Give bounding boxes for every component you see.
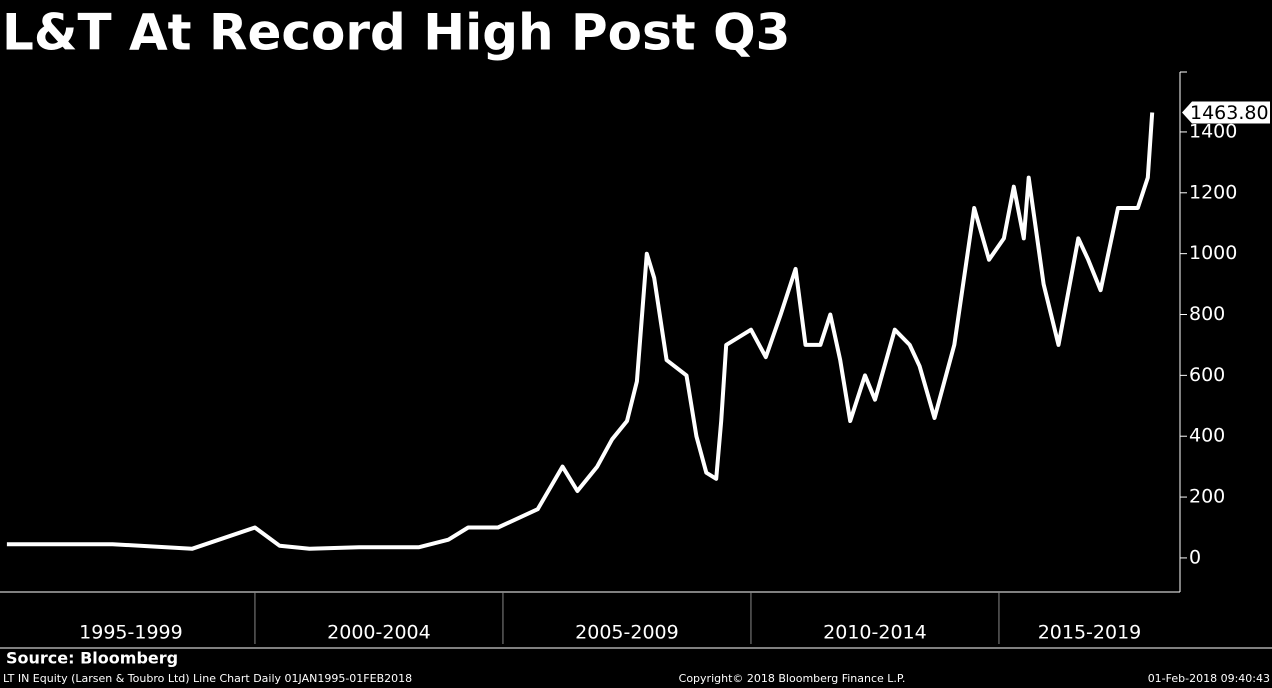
last-value-label: 1463.80 (1190, 102, 1269, 124)
chart-title: L&T At Record High Post Q3 (2, 4, 790, 62)
y-tick-label: 0 (1189, 546, 1201, 568)
y-tick-label: 800 (1189, 303, 1225, 325)
y-tick-label: 1400 (1189, 120, 1237, 142)
timestamp: 01-Feb-2018 09:40:43 (1148, 672, 1270, 685)
y-tick-label: 400 (1189, 425, 1225, 447)
period-label: 2005-2009 (575, 622, 679, 644)
period-label: 2015-2019 (1038, 622, 1142, 644)
y-tick-label: 600 (1189, 364, 1225, 386)
y-tick-label: 200 (1189, 486, 1225, 508)
price-line (6, 112, 1155, 551)
source: Source: Bloomberg (6, 649, 178, 668)
last-value-box (1182, 101, 1270, 124)
period-label: 2000-2004 (327, 622, 431, 644)
y-tick-label: 1200 (1189, 181, 1237, 203)
period-label: 2010-2014 (823, 622, 927, 644)
description: LT IN Equity (Larsen & Toubro Ltd) Line … (3, 672, 412, 685)
y-tick-label: 1000 (1189, 242, 1237, 264)
period-label: 1995-1999 (79, 622, 183, 644)
copyright: Copyright© 2018 Bloomberg Finance L.P. (679, 672, 906, 685)
